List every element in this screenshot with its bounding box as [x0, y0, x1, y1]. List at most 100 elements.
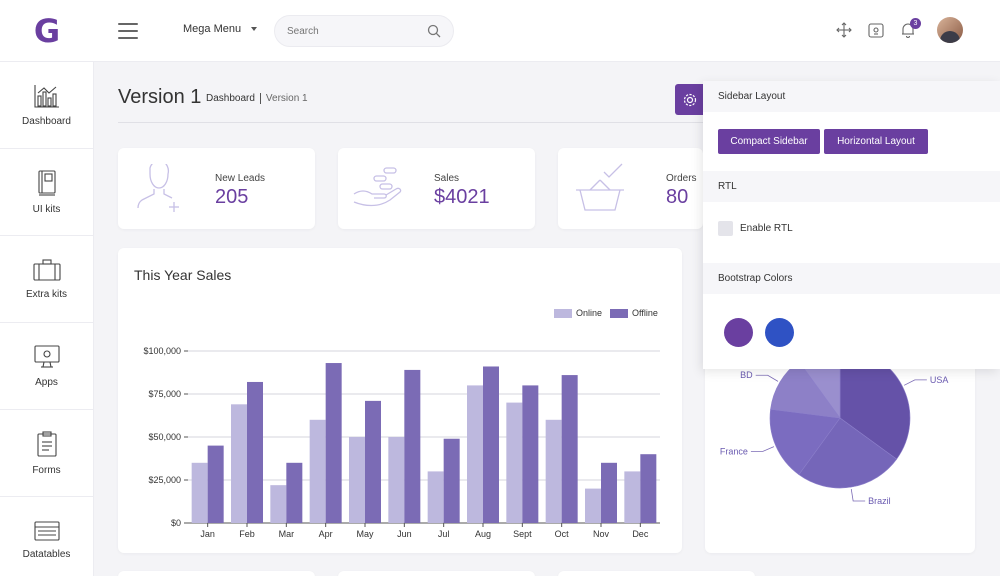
chart-title: This Year Sales [134, 267, 232, 283]
x-tick-label: Jul [438, 529, 450, 539]
page-title: Version 1 [118, 86, 202, 108]
bell-icon[interactable] [899, 21, 917, 39]
mega-menu-dropdown[interactable]: Mega Menu [183, 23, 258, 35]
pie-chart: USABrazilFranceBDUK [720, 333, 948, 506]
search-box [274, 15, 454, 47]
legend-item-online[interactable]: Online [554, 308, 603, 319]
bar-online[interactable] [467, 385, 483, 523]
bar-online[interactable] [545, 419, 562, 523]
bar-online[interactable] [231, 404, 247, 523]
table-icon [33, 520, 60, 541]
horizontal-layout-button[interactable]: Horizontal Layout [824, 129, 928, 154]
x-tick-label: Sept [513, 529, 532, 539]
bar-online[interactable] [427, 471, 444, 523]
stat-value: $4021 [434, 186, 490, 208]
gear-icon [683, 93, 697, 106]
sidebar-item-label: Forms [32, 464, 61, 476]
fullscreen-icon[interactable] [835, 21, 853, 39]
sidebar-item-datatables[interactable]: Datatables [0, 497, 93, 576]
sidebar-item-dashboard[interactable]: Dashboard [0, 62, 93, 149]
card-bottom [338, 571, 535, 576]
stat-card-new-leads: New Leads 205 [118, 148, 315, 229]
bar-online[interactable] [309, 419, 326, 523]
basket-icon [576, 163, 624, 211]
breadcrumb-item[interactable]: Dashboard [206, 93, 255, 104]
y-tick-label: $0 [171, 518, 181, 528]
bar-online[interactable] [270, 485, 287, 523]
x-tick-label: Feb [239, 529, 255, 539]
compact-sidebar-button[interactable]: Compact Sidebar [718, 129, 820, 154]
legend-label: Online [576, 308, 603, 318]
section-heading: Bootstrap Colors [703, 263, 1000, 294]
suitcase-icon [32, 258, 61, 281]
hamburger-menu-icon[interactable] [118, 23, 138, 39]
top-header: G Mega Menu 3 [0, 0, 1000, 62]
avatar[interactable] [937, 17, 963, 43]
pie-leader-line [755, 374, 779, 382]
pie-slice-france[interactable] [769, 408, 841, 476]
pie-label: BD [740, 370, 753, 380]
bar-offline[interactable] [640, 454, 657, 523]
settings-toggle-button[interactable] [675, 84, 705, 115]
bar-offline[interactable] [483, 366, 499, 523]
bar-online[interactable] [388, 437, 405, 523]
pie-slice-brazil[interactable] [798, 417, 898, 489]
pie-label: Brazil [868, 496, 891, 506]
chevron-down-icon [251, 27, 258, 31]
bar-offline[interactable] [365, 400, 381, 523]
bar-offline[interactable] [601, 462, 617, 523]
stat-value: 80 [666, 186, 689, 208]
book-icon [37, 169, 56, 196]
bar-offline[interactable] [522, 385, 539, 523]
bar-online[interactable] [624, 471, 641, 523]
logo[interactable]: G [0, 0, 94, 62]
y-tick-label: $75,000 [148, 389, 181, 399]
app-icon[interactable] [867, 21, 885, 39]
bar-offline[interactable] [561, 375, 578, 523]
legend-label: Offline [632, 308, 658, 318]
enable-rtl-label: Enable RTL [740, 223, 793, 234]
bar-online[interactable] [506, 402, 523, 523]
sidebar-item-ui-kits[interactable]: UI kits [0, 149, 93, 236]
sales-chart-card: This Year Sales Online Offline $0 $25,000… [118, 248, 682, 553]
bar-offline[interactable] [207, 445, 224, 523]
breadcrumb: Dashboard Version 1 [206, 93, 308, 104]
sidebar-item-forms[interactable]: Forms [0, 410, 93, 497]
stat-card-sales: Sales $4021 [338, 148, 535, 229]
bar-online[interactable] [349, 437, 365, 523]
sidebar-item-apps[interactable]: Apps [0, 323, 93, 410]
sidebar-item-extra-kits[interactable]: Extra kits [0, 236, 93, 323]
color-swatch-blue[interactable] [765, 318, 794, 347]
notification-badge: 3 [910, 18, 921, 29]
breadcrumb-separator [259, 93, 261, 104]
y-tick-label: $50,000 [148, 432, 181, 442]
x-tick-label: Nov [593, 529, 610, 539]
bar-offline[interactable] [286, 462, 303, 523]
bar-offline[interactable] [443, 438, 460, 523]
sidebar: Dashboard UI kits Extra kits Apps Forms … [0, 62, 94, 576]
bar-online[interactable] [191, 462, 208, 523]
legend-item-offline[interactable]: Offline [610, 308, 658, 319]
bar-offline[interactable] [325, 363, 342, 523]
bar-chart-icon [33, 84, 59, 108]
stat-card-orders: Orders 80 [558, 148, 703, 229]
hand-coins-icon [353, 167, 402, 207]
bar-offline[interactable] [404, 369, 421, 523]
stat-label: Sales [434, 173, 460, 184]
section-heading: Sidebar Layout [703, 81, 1000, 112]
chart-legend: Online Offline [554, 308, 658, 319]
bar-online[interactable] [585, 488, 601, 523]
stat-label: Orders [666, 173, 697, 184]
enable-rtl-checkbox[interactable] [718, 221, 733, 236]
search-icon[interactable] [427, 24, 441, 38]
color-swatch-purple[interactable] [724, 318, 753, 347]
x-tick-label: Dec [632, 529, 649, 539]
sidebar-item-label: Datatables [22, 548, 71, 560]
x-tick-label: Apr [319, 529, 333, 539]
search-input[interactable] [287, 25, 417, 37]
clipboard-icon [36, 430, 57, 457]
bar-offline[interactable] [247, 381, 263, 523]
sidebar-item-label: Extra kits [25, 288, 68, 300]
customizer-panel: Sidebar Layout Compact Sidebar Horizonta… [703, 81, 1000, 369]
x-tick-label: Jan [200, 529, 215, 539]
